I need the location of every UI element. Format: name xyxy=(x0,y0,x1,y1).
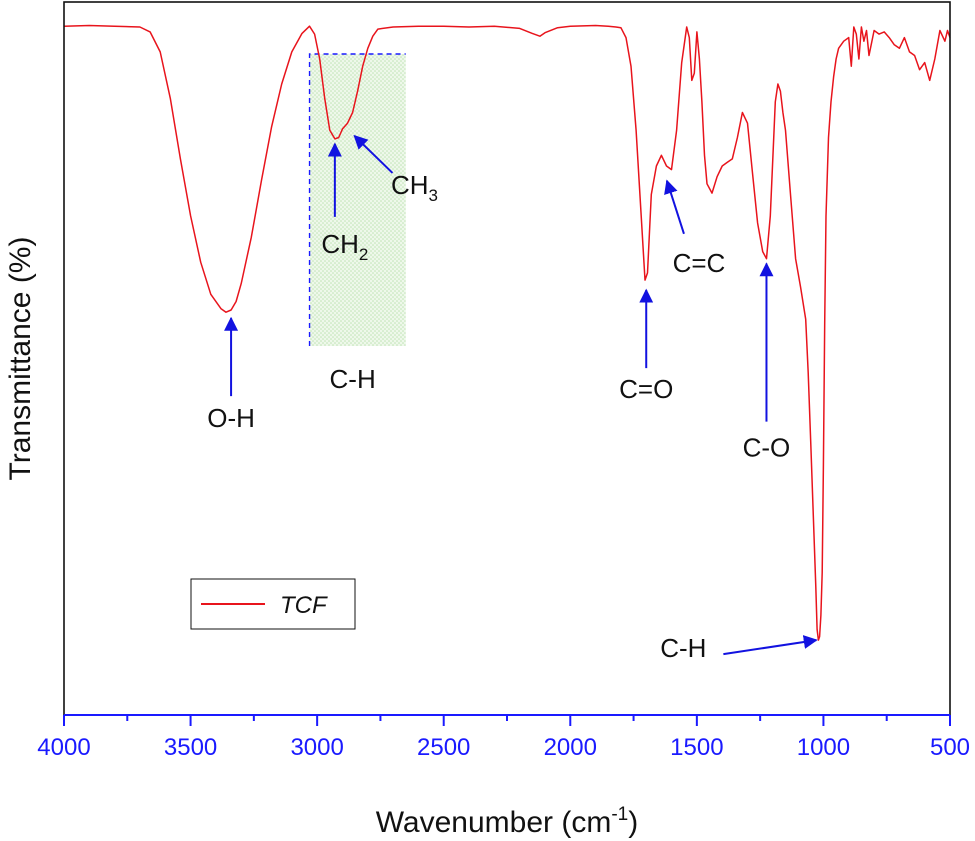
x-tick-label: 1500 xyxy=(670,734,723,761)
y-axis-title: Transmittance (%) xyxy=(4,237,37,481)
cc-double-label: C=C xyxy=(673,248,726,278)
ch2-label: CH2 xyxy=(321,229,368,264)
co-single-label: C-O xyxy=(743,433,791,463)
series-layer xyxy=(63,24,951,641)
x-tick-label: 3000 xyxy=(290,734,343,761)
x-axis-title-superscript: -1 xyxy=(611,804,628,825)
legend-label: TCF xyxy=(280,592,328,619)
x-axis-ticks: 4000 3500 3000 2500 2000 1500 1000 500 xyxy=(37,715,970,761)
x-tick-label: 3500 xyxy=(164,734,217,761)
ch3-label: CH3 xyxy=(391,170,438,205)
oh-label: O-H xyxy=(207,403,255,433)
x-tick-label: 1000 xyxy=(797,734,850,761)
ch-region-dashed-border xyxy=(308,53,406,346)
series-line-tcf xyxy=(63,24,951,641)
x-tick-label: 500 xyxy=(930,734,970,761)
ch3-arrow xyxy=(353,134,394,174)
axes: 4000 3500 3000 2500 2000 1500 1000 500 xyxy=(37,1,970,761)
x-tick-label: 4000 xyxy=(37,734,90,761)
x-axis-title: Wavenumber (cm-1) xyxy=(376,804,639,839)
x-axis-title-close: ) xyxy=(628,806,638,839)
ch-low-arrow xyxy=(723,635,818,656)
co-double-label: C=O xyxy=(619,374,673,404)
x-tick-label: 2000 xyxy=(544,734,597,761)
x-axis-title-main: Wavenumber (cm xyxy=(376,806,612,839)
annotations: O-H CH2 CH3 C=O C=C C-O C-H C-H xyxy=(207,134,818,663)
legend: TCF xyxy=(190,578,356,630)
cc-double-arrow xyxy=(664,179,685,235)
ch-low-label: C-H xyxy=(660,633,706,663)
ch-region-label: C-H xyxy=(330,364,376,394)
x-tick-label: 2500 xyxy=(417,734,470,761)
